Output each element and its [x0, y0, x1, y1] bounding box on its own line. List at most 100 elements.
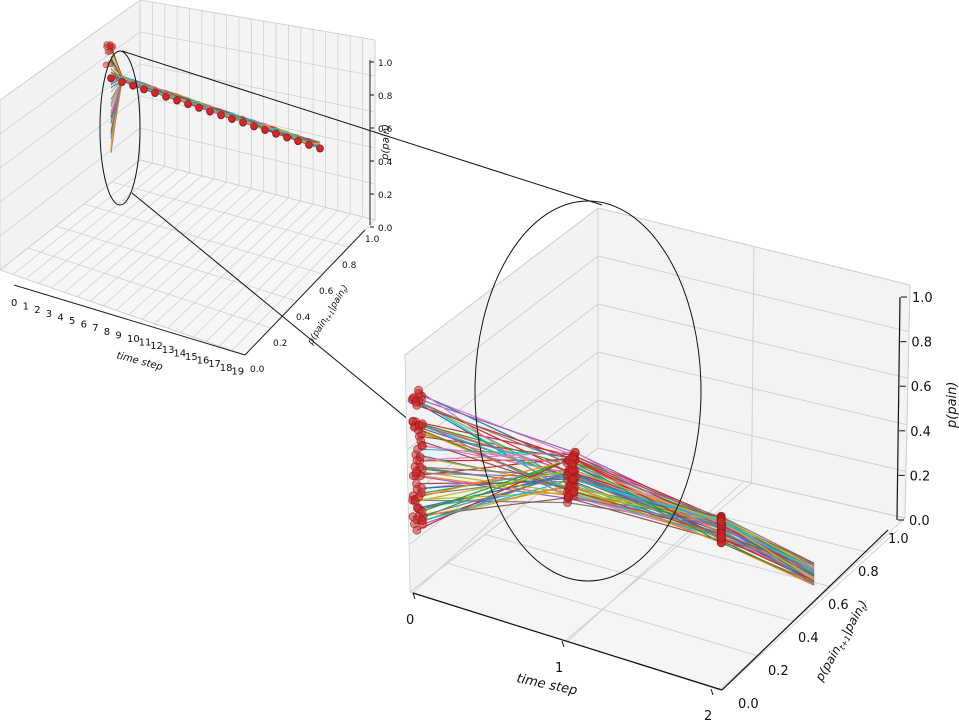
overview-xlabel: time step: [115, 350, 164, 373]
zoomed-x-tick-label: 2: [704, 709, 712, 724]
overview-grid-y-floor: [55, 225, 298, 302]
overview-z-tick-label: 0.6: [378, 125, 393, 135]
zoomed-series-line: [416, 451, 815, 585]
overview-series-marker: [217, 111, 225, 119]
overview-grid-x-floor: [64, 175, 203, 293]
overview-y-tick-label: 0.0: [250, 365, 265, 375]
overview-grid-z-left: [0, 31, 141, 135]
overview-x-tick-label: 8: [104, 327, 110, 338]
overview-series-marker: [250, 122, 258, 130]
zoomed-series-marker: [568, 475, 578, 485]
overview-grid-x-floor: [12, 162, 153, 275]
overview-z-tick-label: 0.0: [378, 224, 393, 234]
zoomed-x-axis: [412, 592, 723, 691]
overview-series-marker: [316, 144, 324, 152]
overview-grid-z-left: [0, 0, 141, 101]
overview-series-marker: [184, 100, 192, 108]
overview-grid-x-floor: [89, 181, 227, 302]
overview-series-marker: [305, 140, 313, 149]
overview-grid-x-floor: [25, 166, 165, 280]
zoomed-series-marker: [417, 516, 427, 526]
overview-x-tick-label: 19: [231, 366, 244, 377]
overview-zlabel: p(pain): [380, 124, 392, 161]
zoomed-series-line: [415, 469, 815, 581]
overview-x-tick-label: 2: [34, 305, 40, 316]
zoomed-z-tick-label: 0.4: [910, 425, 931, 440]
overview-grid-y-floor: [111, 181, 350, 248]
zoomed-grid-z-left: [406, 303, 599, 451]
zoomed-series-line: [423, 485, 815, 586]
overview-y-tick-label: 0.6: [319, 287, 334, 297]
zoomed-y-tick-label: 0.2: [768, 664, 789, 679]
zoomed-series-marker: [411, 397, 421, 407]
zoomed-series-marker: [410, 497, 420, 506]
overview-x-tick-label: 16: [197, 356, 210, 367]
overview-x-tick-label: 18: [220, 363, 233, 374]
zoomed-grid-x-floor: [719, 517, 906, 691]
overview-z-tick-label: 0.4: [378, 158, 393, 168]
overview-grid-x-floor: [218, 213, 351, 347]
overview-series-marker: [283, 133, 291, 141]
overview-x-tick-label: 12: [150, 341, 163, 352]
overview-grid-x-floor: [51, 172, 190, 289]
overview-x-tick-label: 11: [139, 338, 152, 349]
overview-x-tick-label: 4: [57, 312, 63, 323]
overview-series-marker: [118, 77, 126, 86]
overview-y-tick-label: 1.0: [365, 235, 380, 245]
zoomed-z-tick-label: 0.8: [911, 336, 932, 351]
overview-grid-x-floor: [167, 200, 302, 329]
overview-x-tick-label: 15: [185, 352, 198, 363]
overview-x-tick-label: 17: [208, 359, 221, 370]
overview-y-tick-label: 0.8: [342, 261, 357, 271]
overview-series-marker: [261, 125, 269, 134]
overview-series-marker: [206, 107, 214, 115]
zoomed-series-marker: [417, 419, 427, 429]
zoomed-y-axis: [721, 529, 889, 691]
overview-grid-z-back: [139, 127, 376, 185]
zoomed-grid-x-back: [904, 284, 911, 519]
overview-grid-x-floor: [231, 216, 363, 351]
zoomed-grid-z-left: [405, 255, 599, 403]
overview-grid-y-floor: [83, 203, 324, 275]
zoomed-series-marker: [418, 441, 427, 451]
overview-grid-x-floor: [141, 194, 277, 320]
overview-x-tick-label: 10: [127, 334, 140, 345]
zoomed-x-tick-mark: [412, 592, 416, 600]
zoomed-y-tick-label: 0.8: [858, 565, 879, 580]
overview-series-marker: [195, 103, 203, 112]
overview-panes: [0, 0, 376, 356]
zoomed-series-marker: [414, 385, 423, 395]
overview-grid-x-floor: [0, 159, 141, 271]
zoomed-zlabel: p(pain): [945, 382, 959, 429]
zoomed-series-line: [422, 478, 815, 572]
zoomed-series-line: [418, 389, 815, 571]
overview-series-marker: [294, 137, 302, 145]
overview-grid-x-floor: [180, 203, 314, 333]
zoomed-grid-x: [721, 529, 899, 691]
overview-series-marker: [107, 42, 114, 50]
zoomed-grid-x-floor: [564, 482, 752, 642]
zoomed-z-tick-label: 1.0: [912, 291, 933, 306]
overview-y-tick-label: 0.2: [273, 339, 287, 349]
overview-x-tick-label: 14: [173, 348, 186, 359]
overview-series-line: [110, 75, 321, 144]
zoomed-x-tick-label: 1: [555, 661, 563, 676]
overview-series-marker: [129, 81, 137, 90]
overview-grid-x-floor: [206, 210, 339, 342]
zoomed-x-tick-mark: [710, 688, 714, 696]
overview-x-tick-label: 0: [11, 298, 17, 309]
overview-series-marker: [228, 114, 236, 123]
zoomed-axes: 0120.00.20.40.60.81.00.00.20.40.60.81.0 …: [404, 200, 959, 724]
overview-series-marker: [272, 129, 280, 138]
overview-x-tick-label: 3: [46, 309, 52, 320]
zoomed-series-marker: [412, 455, 422, 465]
overview-grid-z-back: [139, 0, 376, 41]
zoomed-x-tick-label: 0: [406, 613, 414, 628]
overview-grid-z-back: [139, 31, 376, 77]
overview-x-tick-label: 6: [81, 320, 87, 331]
zoomed-series-marker: [716, 532, 726, 542]
zoomed-series-marker: [567, 465, 577, 475]
zoomed-series-marker: [716, 517, 726, 526]
